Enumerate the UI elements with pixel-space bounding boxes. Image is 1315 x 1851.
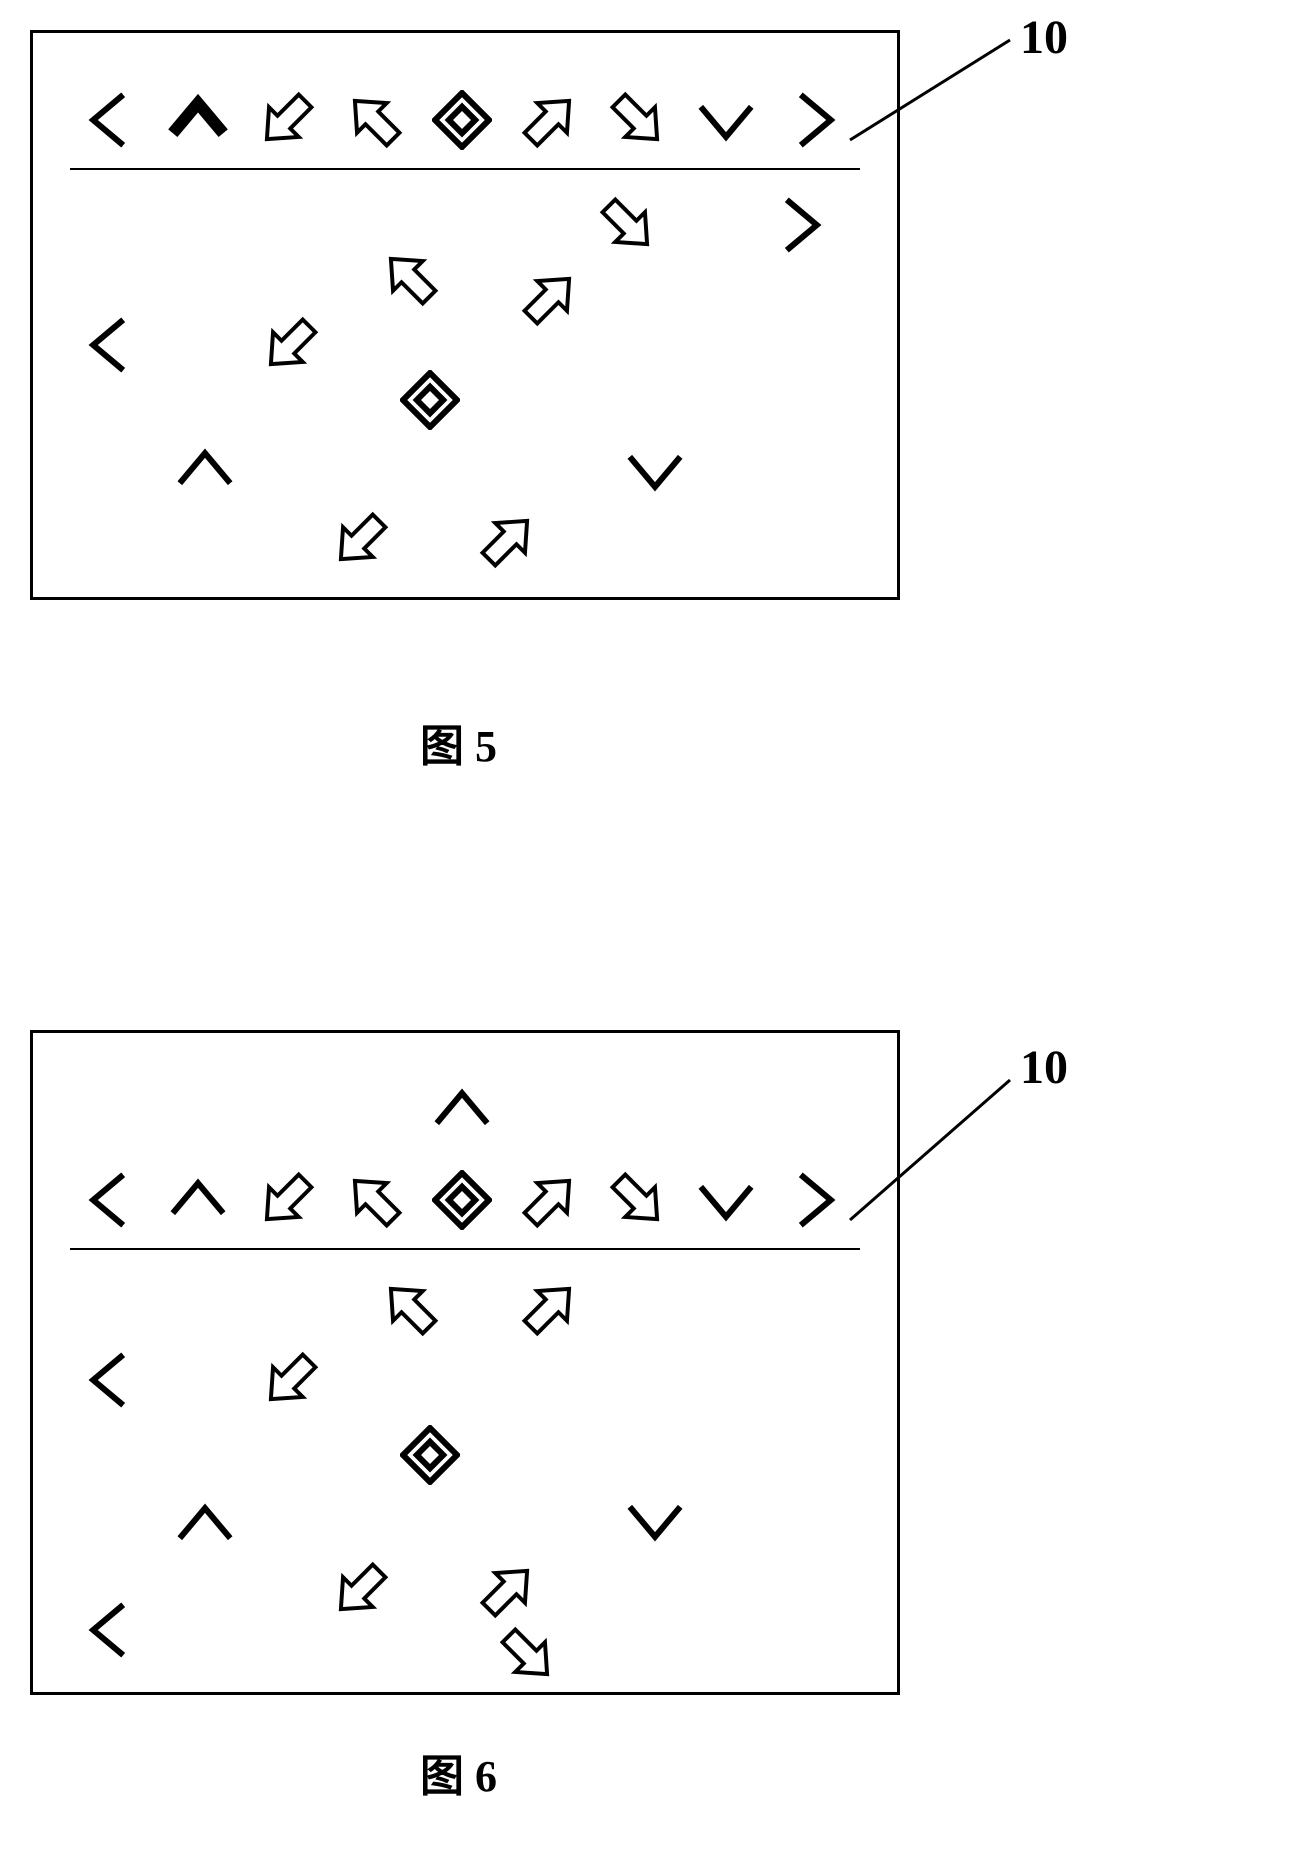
arr-dl-icon <box>260 1350 320 1415</box>
arr-dl-icon <box>260 315 320 380</box>
chev-left-icon <box>80 315 140 380</box>
arr-dr-icon <box>598 195 658 260</box>
figure5-callout-label: 10 <box>1020 10 1068 65</box>
chev-right-icon <box>770 195 830 260</box>
figure6-underline <box>70 1248 860 1250</box>
diamond-icon <box>432 1170 492 1235</box>
arr-ul-icon <box>380 1278 440 1343</box>
arr-dr-icon <box>608 90 668 155</box>
chev-up-icon <box>432 1080 492 1145</box>
arr-dl-icon <box>256 1170 316 1235</box>
arr-dr-icon <box>608 1170 668 1235</box>
figure6-callout-label: 10 <box>1020 1040 1068 1095</box>
arr-ur-icon <box>520 1170 580 1235</box>
diamond-icon <box>400 370 460 435</box>
chev-up-icon <box>168 1170 228 1235</box>
arr-dl-icon <box>330 1560 390 1625</box>
figure5-underline <box>70 168 860 170</box>
arr-ul-icon <box>344 1170 404 1235</box>
figure6-caption: 图 6 <box>420 1740 497 1804</box>
arr-dl-icon <box>256 90 316 155</box>
chev-up-icon <box>175 440 235 505</box>
arr-ur-icon <box>520 90 580 155</box>
arr-ur-icon <box>520 268 580 333</box>
diamond-icon <box>432 90 492 155</box>
chev-right-icon <box>784 90 844 155</box>
chev-left-icon <box>80 1350 140 1415</box>
chev-left-icon <box>80 90 140 155</box>
arr-ul-icon <box>344 90 404 155</box>
chev-down-icon <box>625 1490 685 1555</box>
chev-up-filled-icon <box>168 90 228 155</box>
chev-left-icon <box>80 1600 140 1665</box>
arr-ur-icon <box>478 510 538 575</box>
diamond-icon <box>400 1425 460 1490</box>
arr-dr-icon <box>498 1625 558 1690</box>
chev-down-icon <box>696 1170 756 1235</box>
arr-ul-icon <box>380 248 440 313</box>
figure5-caption: 图 5 <box>420 710 497 774</box>
chev-down-icon <box>625 440 685 505</box>
arr-dl-icon <box>330 510 390 575</box>
arr-ur-icon <box>520 1278 580 1343</box>
arr-ur-icon <box>478 1560 538 1625</box>
chev-down-icon <box>696 90 756 155</box>
chev-left-icon <box>80 1170 140 1235</box>
chev-up-icon <box>175 1495 235 1560</box>
chev-right-icon <box>784 1170 844 1235</box>
